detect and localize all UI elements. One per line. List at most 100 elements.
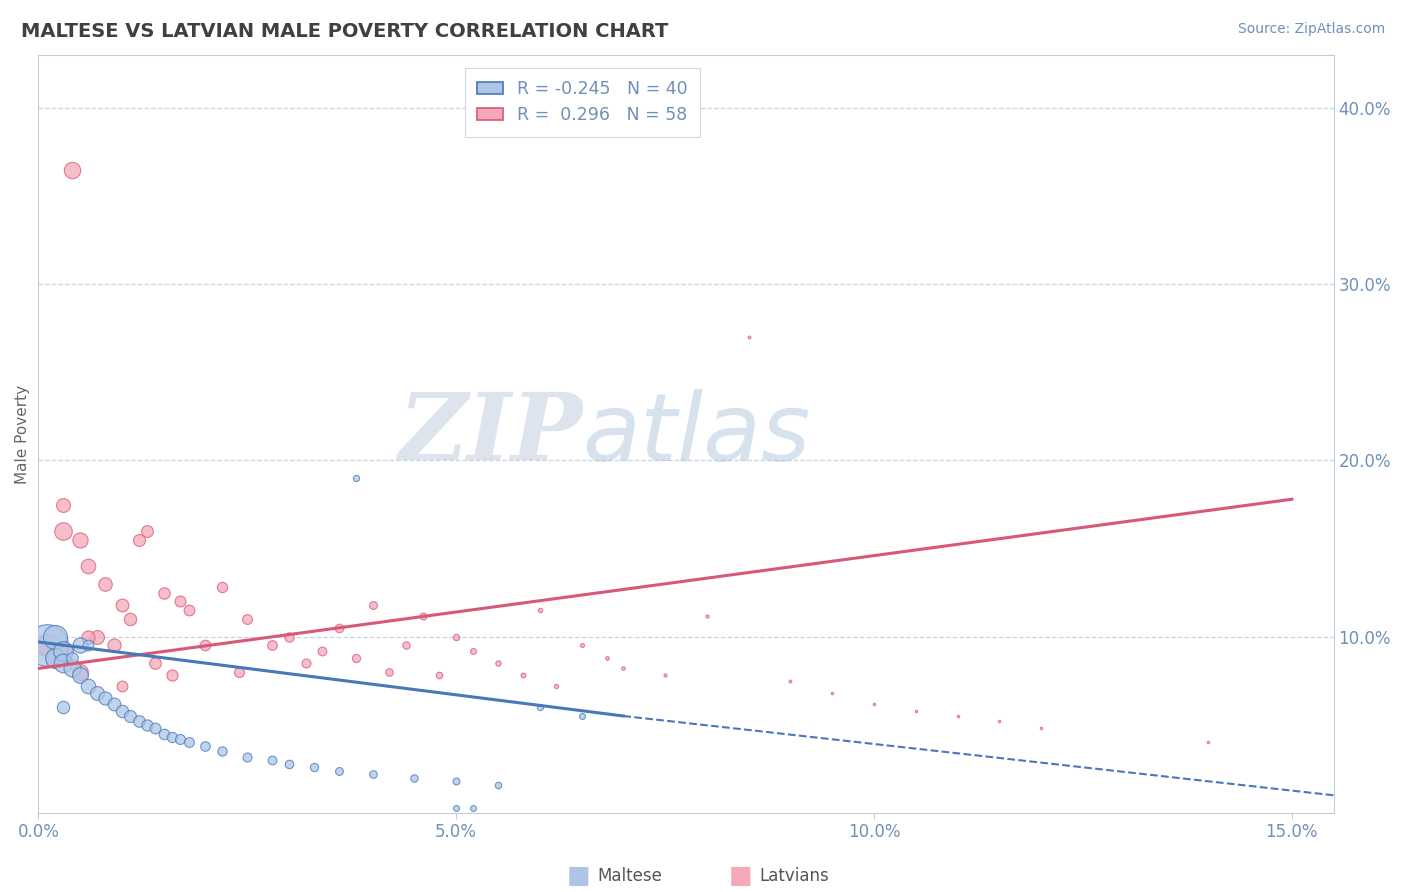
Point (395, 639, 418, 653)
Point (94, 691, 117, 706)
Point (988, 714, 1011, 729)
Point (60, 650, 83, 665)
Point (236, 612, 259, 626)
Point (404, 771, 426, 785)
Point (77, 630, 100, 644)
Point (94, 576, 117, 591)
Point (486, 778, 509, 792)
Point (328, 764, 350, 778)
Point (120, 612, 142, 626)
Point (169, 731, 191, 746)
Point (302, 760, 325, 774)
Point (262, 753, 284, 767)
Point (211, 580, 233, 594)
Point (262, 639, 284, 653)
Point (863, 697, 886, 711)
Point (143, 656, 166, 670)
Point (529, 603, 551, 617)
Point (486, 656, 509, 670)
Point (69, 639, 91, 653)
Point (444, 630, 467, 644)
Point (236, 749, 259, 764)
Point (278, 630, 301, 644)
Point (529, 700, 551, 714)
Point (103, 697, 125, 711)
Point (143, 721, 166, 735)
Point (169, 594, 191, 608)
Point (69, 665, 91, 679)
Point (44, 630, 66, 644)
Point (86, 686, 108, 700)
Text: Maltese: Maltese (598, 867, 662, 885)
Point (52, 524, 75, 538)
Point (52, 656, 75, 670)
Point (429, 668, 451, 682)
Text: ■: ■ (567, 864, 591, 888)
Point (654, 668, 676, 682)
Point (444, 800, 467, 814)
Y-axis label: Male Poverty: Male Poverty (15, 384, 30, 483)
Point (60, 661, 83, 675)
Text: MALTESE VS LATVIAN MALE POVERTY CORRELATION CHART: MALTESE VS LATVIAN MALE POVERTY CORRELAT… (21, 22, 668, 41)
Point (194, 739, 217, 753)
Point (461, 644, 484, 658)
Text: ZIP: ZIP (398, 389, 582, 479)
Point (177, 735, 200, 749)
Point (177, 603, 200, 617)
Point (546, 679, 568, 693)
Point (361, 598, 384, 612)
Legend: R = -0.245   N = 40, R =  0.296   N = 58: R = -0.245 N = 40, R = 0.296 N = 58 (465, 68, 700, 136)
Point (160, 668, 183, 682)
Point (412, 608, 434, 623)
Point (821, 686, 844, 700)
Point (779, 673, 801, 688)
Point (111, 679, 134, 693)
Point (612, 661, 634, 675)
Point (77, 559, 100, 574)
Point (946, 709, 969, 723)
Point (211, 744, 233, 758)
Point (77, 679, 100, 693)
Text: ■: ■ (728, 864, 752, 888)
Point (152, 585, 174, 599)
Point (1031, 721, 1053, 735)
Point (60, 162, 83, 177)
Point (571, 709, 593, 723)
Point (35, 639, 58, 653)
Point (696, 608, 718, 623)
Point (904, 704, 927, 718)
Point (461, 800, 484, 814)
Point (571, 639, 593, 653)
Point (228, 665, 250, 679)
Point (311, 644, 333, 658)
Point (111, 704, 134, 718)
Point (128, 533, 150, 547)
Point (52, 700, 75, 714)
Point (103, 639, 125, 653)
Point (136, 524, 159, 538)
Point (737, 330, 759, 344)
Point (294, 656, 316, 670)
Point (120, 709, 142, 723)
Point (595, 650, 617, 665)
Point (444, 774, 467, 789)
Point (44, 650, 66, 665)
Point (77, 639, 100, 653)
Text: Latvians: Latvians (759, 867, 830, 885)
Point (378, 665, 401, 679)
Point (160, 730, 183, 744)
Point (361, 767, 384, 781)
Point (52, 644, 75, 658)
Point (69, 668, 91, 682)
Point (1197, 735, 1219, 749)
Text: atlas: atlas (582, 389, 811, 480)
Point (194, 639, 217, 653)
Point (86, 630, 108, 644)
Text: Source: ZipAtlas.com: Source: ZipAtlas.com (1237, 22, 1385, 37)
Point (128, 714, 150, 729)
Point (35, 639, 58, 653)
Point (278, 756, 301, 771)
Point (52, 498, 75, 512)
Point (69, 533, 91, 547)
Point (328, 621, 350, 635)
